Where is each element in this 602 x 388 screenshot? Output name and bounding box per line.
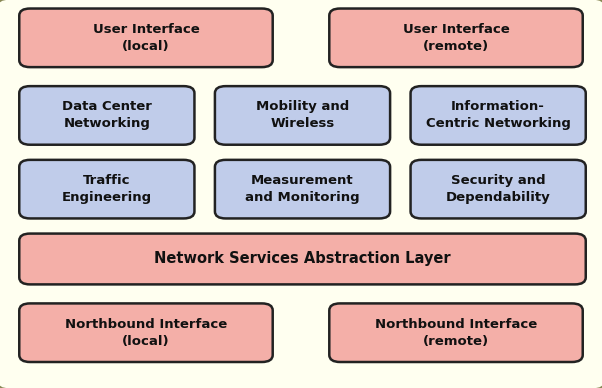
FancyBboxPatch shape <box>19 234 586 284</box>
Text: User Interface
(local): User Interface (local) <box>93 23 199 53</box>
FancyBboxPatch shape <box>329 303 583 362</box>
Text: User Interface
(remote): User Interface (remote) <box>403 23 509 53</box>
Text: Security and
Dependability: Security and Dependability <box>445 174 551 204</box>
FancyBboxPatch shape <box>411 160 586 218</box>
FancyBboxPatch shape <box>215 86 390 145</box>
Text: Information-
Centric Networking: Information- Centric Networking <box>426 100 571 130</box>
Text: Traffic
Engineering: Traffic Engineering <box>62 174 152 204</box>
Text: Measurement
and Monitoring: Measurement and Monitoring <box>245 174 360 204</box>
FancyBboxPatch shape <box>329 9 583 67</box>
Text: Northbound Interface
(remote): Northbound Interface (remote) <box>375 318 537 348</box>
Text: Northbound Interface
(local): Northbound Interface (local) <box>65 318 227 348</box>
Text: Data Center
Networking: Data Center Networking <box>62 100 152 130</box>
FancyBboxPatch shape <box>215 160 390 218</box>
FancyBboxPatch shape <box>411 86 586 145</box>
Text: Network Services Abstraction Layer: Network Services Abstraction Layer <box>154 251 451 267</box>
FancyBboxPatch shape <box>19 303 273 362</box>
FancyBboxPatch shape <box>19 9 273 67</box>
Text: Mobility and
Wireless: Mobility and Wireless <box>256 100 349 130</box>
FancyBboxPatch shape <box>19 86 194 145</box>
FancyBboxPatch shape <box>19 160 194 218</box>
